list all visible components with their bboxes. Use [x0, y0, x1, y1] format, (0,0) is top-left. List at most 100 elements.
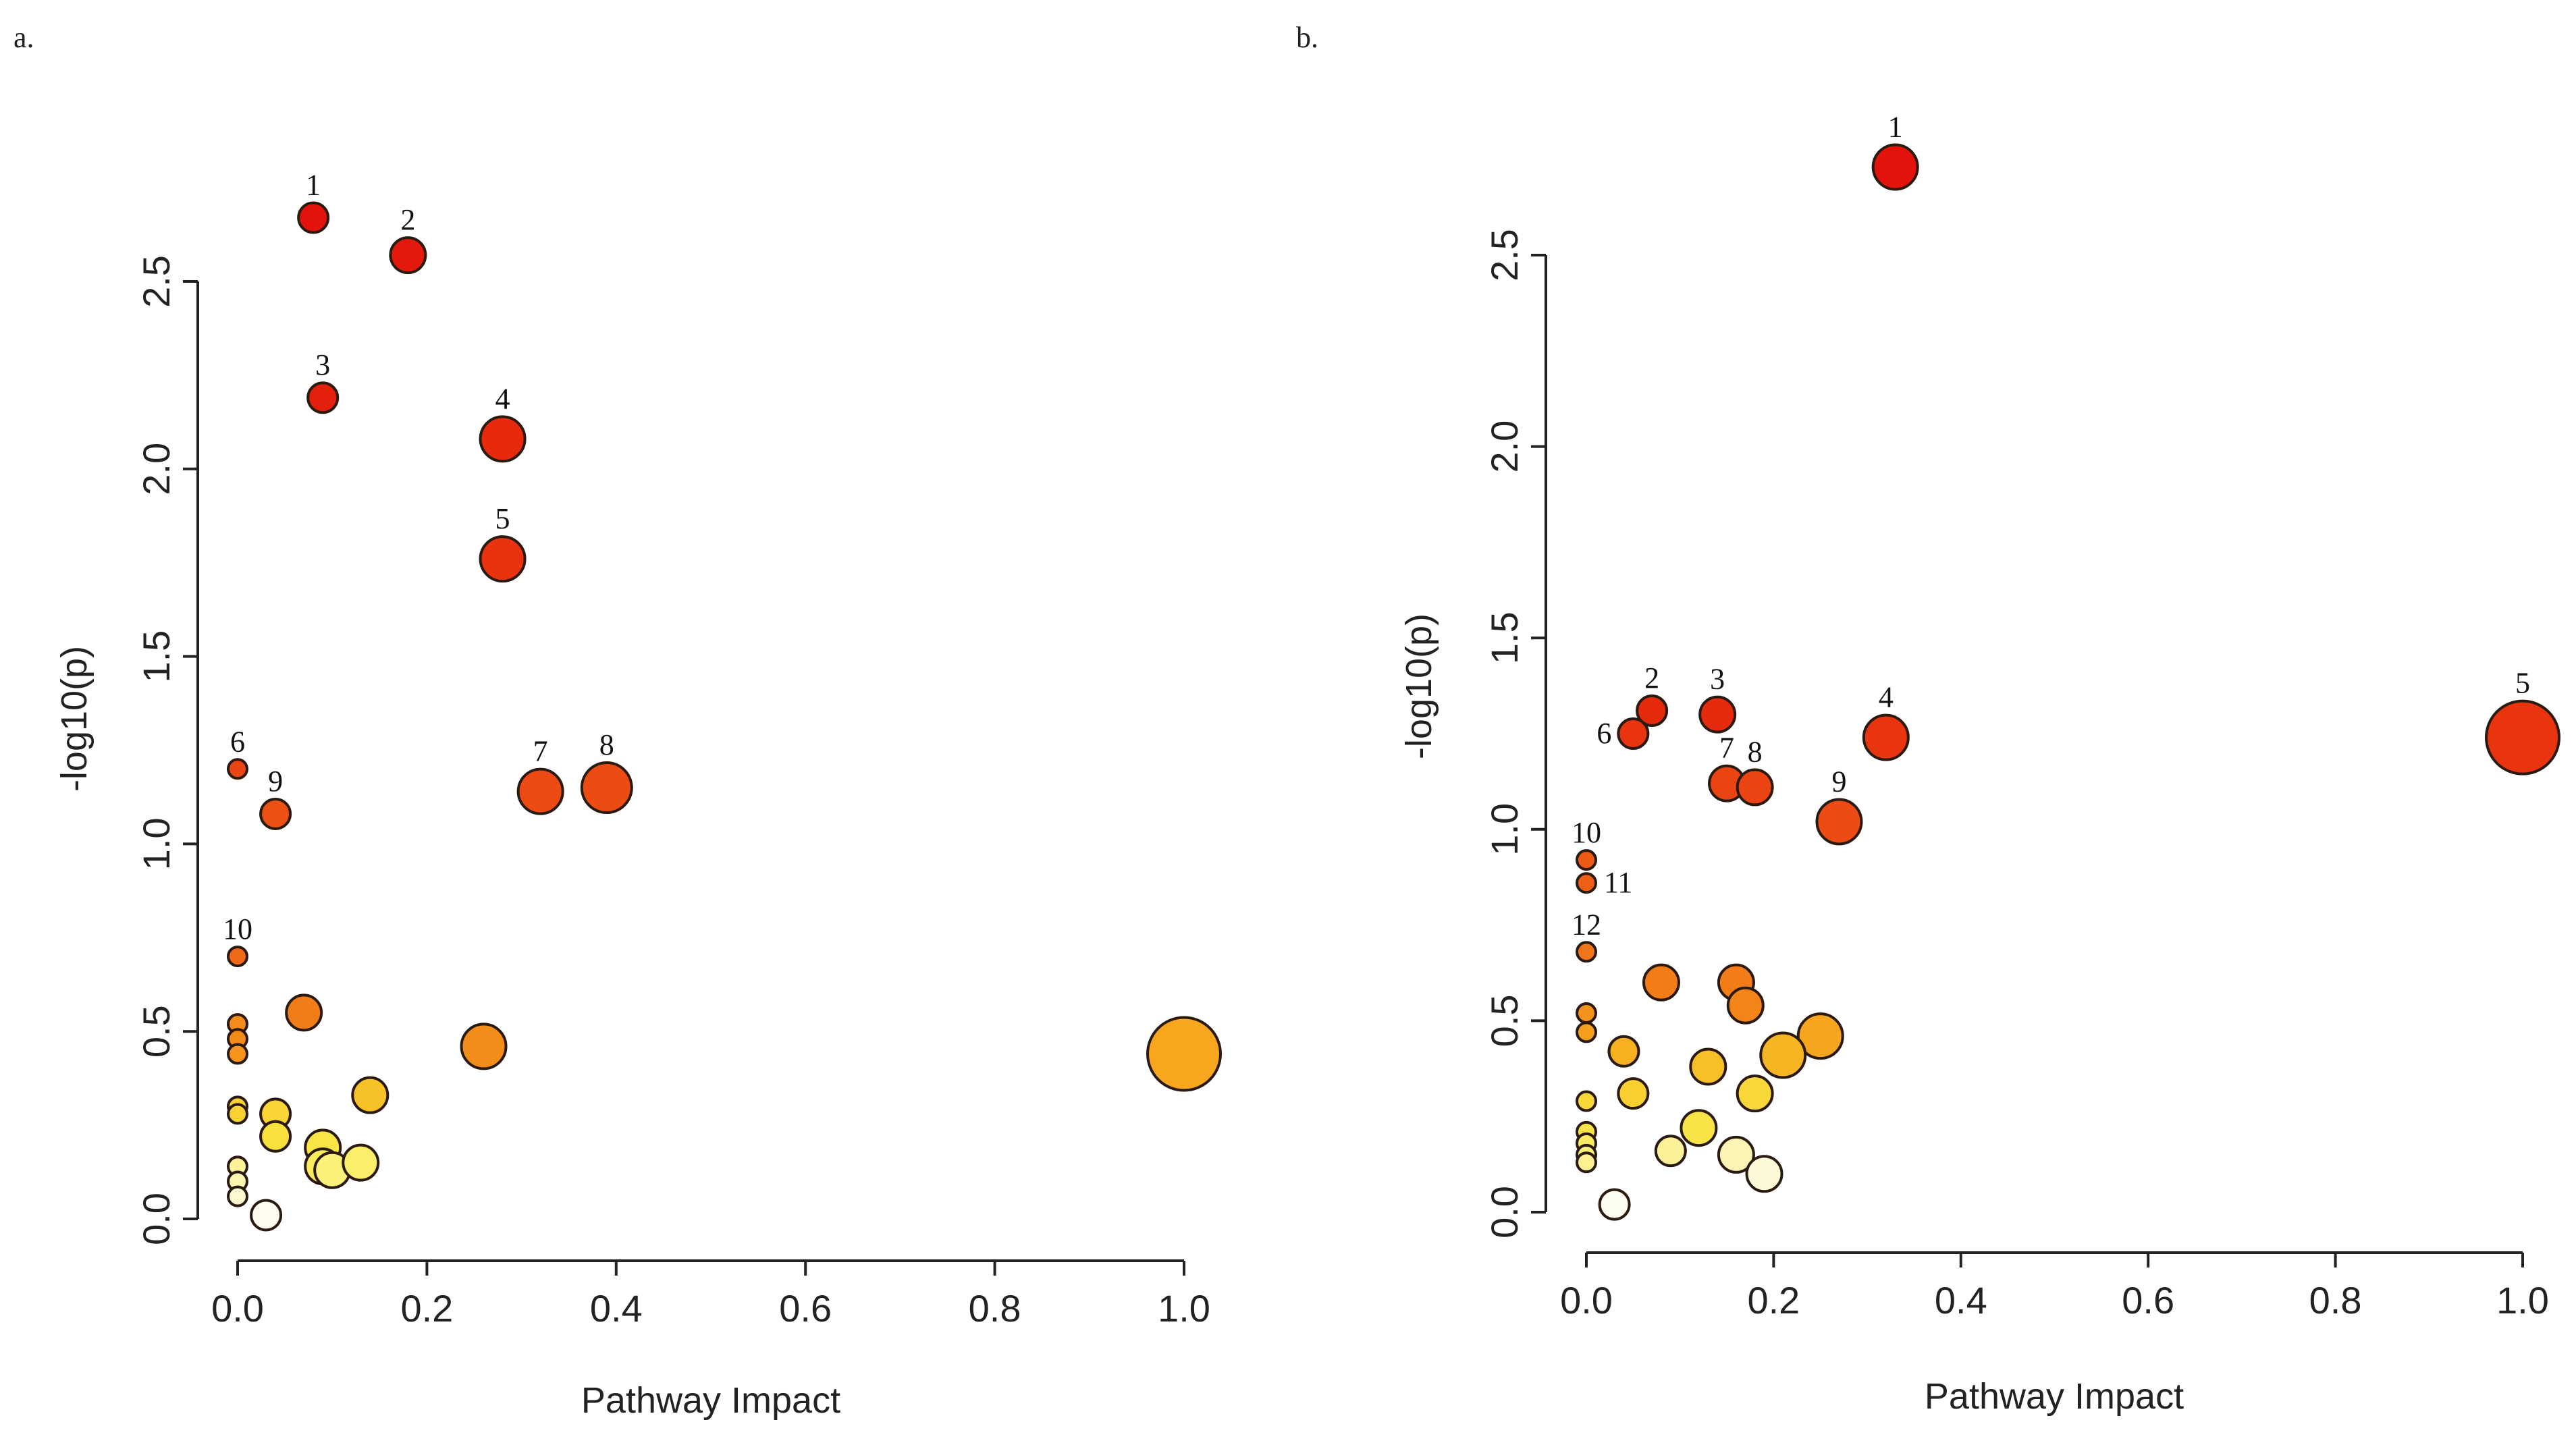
panel-b-point-label-11: 11 [1604, 866, 1632, 899]
panel-b-point-28[interactable] [1576, 1151, 1597, 1174]
panel-a-point-1[interactable] [389, 236, 427, 275]
panel-a-point-label-10: 10 [223, 912, 252, 946]
panel-a-x-tick-label: 0.0 [211, 1287, 264, 1330]
panel-a-point-13[interactable] [285, 993, 323, 1032]
panel-b-point-24[interactable] [1680, 1109, 1718, 1147]
panel-b-y-tick-label: 2.0 [1483, 420, 1526, 473]
panel-a-x-tick-label: 1.0 [1158, 1287, 1210, 1330]
panel-a-points: 1 2 3 4 5 6 7 8 9 10 [223, 169, 1222, 1232]
panel-a-point-20[interactable] [259, 1120, 292, 1153]
panel-b-y-tick-label: 0.0 [1483, 1186, 1526, 1238]
panel-a-point-18[interactable] [227, 1103, 248, 1125]
panel-a-x-tick-label: 0.4 [590, 1287, 643, 1330]
panel-b-point-label-2: 2 [1644, 661, 1659, 694]
panel-b-point-15[interactable] [1576, 1002, 1597, 1025]
panel-a-y-tick-label: 0.0 [135, 1193, 178, 1245]
panel-b-point-label-6: 6 [1596, 717, 1611, 750]
panel-a-point-16[interactable] [351, 1076, 390, 1114]
panel-b-point-5[interactable] [1617, 717, 1650, 750]
panel-b-point-1[interactable] [1636, 694, 1669, 727]
panel-a-point-label-7: 7 [533, 735, 548, 768]
panel-b-x-tick-label: 0.2 [1747, 1279, 1800, 1321]
panel-b-point-23[interactable] [1576, 1090, 1597, 1112]
panel-b-y-axis: 0.0 0.5 1.0 1.5 2.0 2.5 [1483, 229, 1547, 1238]
panel-b-point-0[interactable] [1871, 143, 1919, 191]
panel-b-point-20[interactable] [1689, 1047, 1727, 1086]
panel-a-point-9[interactable] [227, 946, 248, 968]
panel-a-point-12[interactable] [227, 1043, 248, 1065]
panel-a-point-27[interactable] [227, 1185, 248, 1207]
panel-a-y-tick-label: 1.0 [135, 817, 178, 870]
panel-a-point-8[interactable] [259, 797, 292, 830]
panel-a-point-14[interactable] [460, 1023, 508, 1070]
panel-b-point-4[interactable] [2485, 699, 2560, 775]
panel-a-x-axis-title: Pathway Impact [581, 1380, 840, 1421]
panel-b-point-12[interactable] [1642, 963, 1680, 1002]
panel-a-point-label-2: 2 [400, 203, 415, 236]
panel-a-point-6[interactable] [516, 767, 564, 815]
panel-b-x-tick-label: 0.0 [1560, 1279, 1613, 1321]
panel-b-point-31[interactable] [1745, 1155, 1783, 1193]
panel-b-point-22[interactable] [1736, 1074, 1774, 1113]
panel-b-point-30[interactable] [1717, 1135, 1755, 1174]
panel-a-point-label-3: 3 [315, 348, 330, 381]
panel-b-point-label-9: 9 [1831, 765, 1846, 798]
panel-b-point-17[interactable] [1796, 1012, 1844, 1060]
panel-a-point-3[interactable] [479, 415, 527, 463]
panel-a-y-axis-title: -log10(p) [54, 646, 95, 792]
panel-b-point-14[interactable] [1726, 986, 1765, 1025]
panel-b-point-11[interactable] [1576, 941, 1597, 963]
panel-b-point-29[interactable] [1654, 1135, 1687, 1168]
panel-b-x-ticks: 0.0 0.2 0.4 0.6 0.8 1.0 [1560, 1253, 2549, 1321]
panel-b-x-tick-label: 0.4 [1935, 1279, 1987, 1321]
panel-b-point-21[interactable] [1617, 1077, 1650, 1110]
panel-a: a. 0.0 0.5 1.0 1.5 2.0 2.5 0.0 0.2 0.4 0.6 0.8 1.0… [14, 21, 1222, 1421]
panel-a-point-label-6: 6 [230, 725, 245, 758]
panel-a-point-4[interactable] [479, 535, 527, 583]
panel-a-point-28[interactable] [250, 1199, 283, 1232]
panel-a-point-label-8: 8 [599, 728, 614, 761]
panel-a-x-tick-label: 0.8 [969, 1287, 1021, 1330]
panel-a-x-ticks: 0.0 0.2 0.4 0.6 0.8 1.0 [211, 1261, 1210, 1330]
panel-b-point-10[interactable] [1576, 872, 1597, 894]
panel-b-point-2[interactable] [1698, 695, 1737, 734]
panel-b-y-ticks: 0.0 0.5 1.0 1.5 2.0 2.5 [1483, 229, 1546, 1238]
panel-b-point-label-10: 10 [1572, 816, 1601, 849]
panel-a-y-tick-label: 2.5 [135, 255, 178, 308]
panel-a-x-tick-label: 0.2 [400, 1287, 453, 1330]
panel-a-y-ticks: 0.0 0.5 1.0 1.5 2.0 2.5 [135, 255, 198, 1245]
panel-a-point-0[interactable] [297, 201, 330, 234]
panel-b-point-3[interactable] [1862, 713, 1910, 761]
panel-a-point-15[interactable] [1146, 1016, 1222, 1092]
panel-a-y-tick-label: 1.5 [135, 630, 178, 683]
panel-b-x-tick-label: 0.6 [2122, 1279, 2174, 1321]
panel-b-point-label-7: 7 [1719, 732, 1734, 765]
panel-a-label: a. [14, 21, 34, 54]
panel-b-point-8[interactable] [1815, 798, 1863, 846]
panel-a-point-5[interactable] [227, 758, 248, 780]
panel-b-y-tick-label: 0.5 [1483, 994, 1526, 1047]
panel-b-x-tick-label: 0.8 [2309, 1279, 2362, 1321]
panel-a-point-24[interactable] [342, 1143, 380, 1182]
panel-b-x-tick-label: 1.0 [2496, 1279, 2549, 1321]
panel-a-point-label-5: 5 [495, 502, 510, 535]
panel-a-point-7[interactable] [580, 761, 633, 815]
panel-b-point-label-4: 4 [1879, 681, 1894, 714]
panel-b-point-18[interactable] [1607, 1035, 1640, 1068]
panel-b-point-label-12: 12 [1572, 908, 1601, 941]
panel-b-point-7[interactable] [1736, 768, 1774, 807]
panel-a-y-tick-label: 2.0 [135, 443, 178, 495]
panel-a-point-2[interactable] [306, 381, 340, 414]
panel-b-point-16[interactable] [1576, 1021, 1597, 1043]
panel-a-point-label-1: 1 [306, 169, 321, 202]
panel-b-point-32[interactable] [1598, 1188, 1631, 1221]
panel-a-x-tick-label: 0.6 [779, 1287, 832, 1330]
panel-b-point-19[interactable] [1759, 1031, 1807, 1079]
panel-a-y-tick-label: 0.5 [135, 1005, 178, 1058]
panel-b-point-9[interactable] [1576, 849, 1597, 871]
panel-b-x-axis: 0.0 0.2 0.4 0.6 0.8 1.0 [1560, 1251, 2549, 1321]
panel-a-point-label-9: 9 [268, 765, 283, 798]
panel-b-point-label-8: 8 [1748, 735, 1763, 768]
panel-b-point-label-1: 1 [1888, 111, 1903, 144]
